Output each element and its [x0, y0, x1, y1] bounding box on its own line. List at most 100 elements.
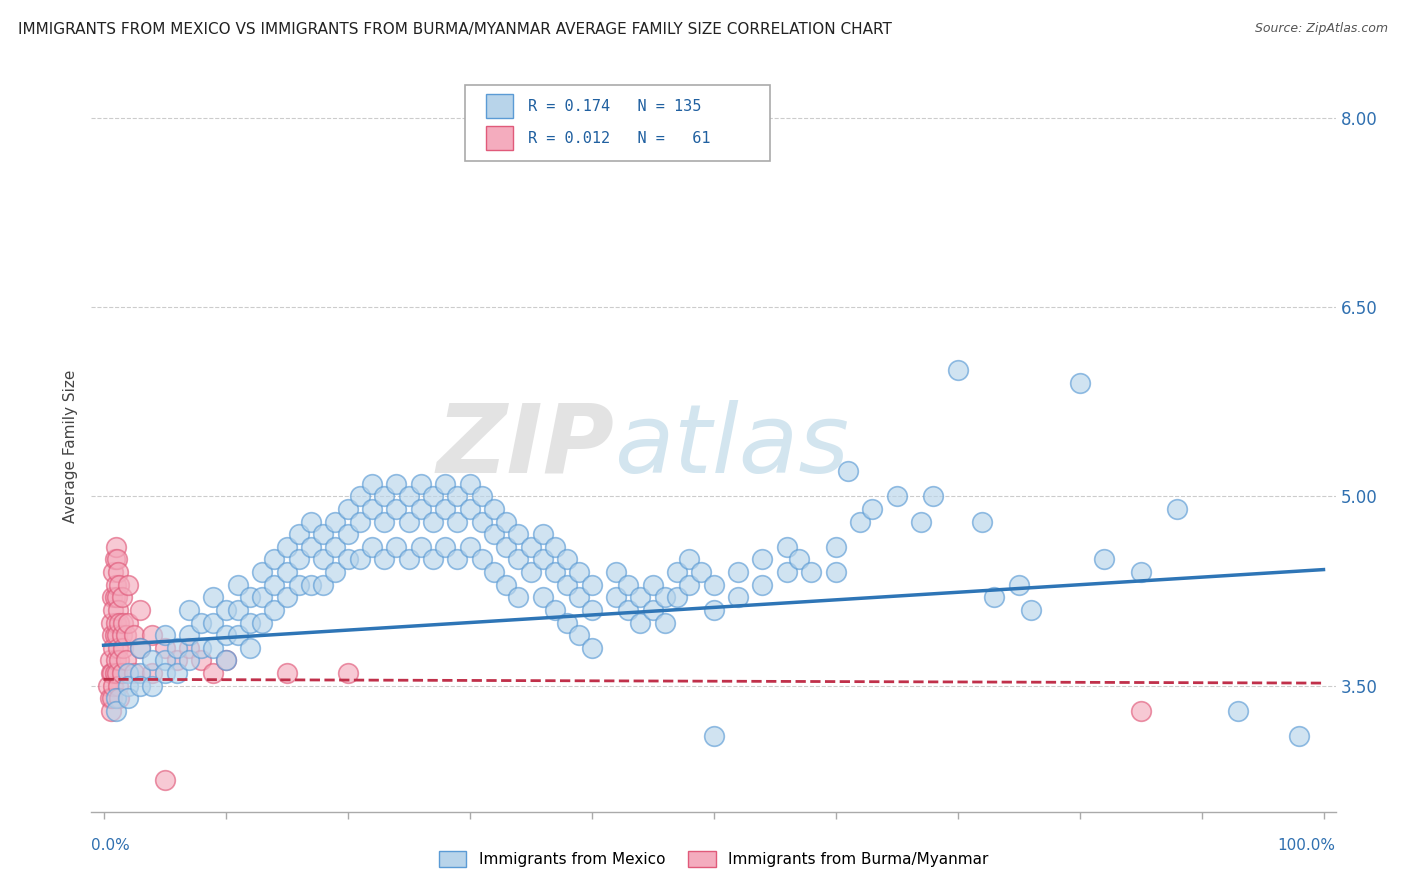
- Point: [1069, 376, 1091, 390]
- Point: [1092, 552, 1115, 566]
- Point: [101, 691, 124, 706]
- Point: [190, 615, 212, 630]
- Point: [1129, 565, 1152, 579]
- Point: [141, 665, 163, 680]
- Point: [105, 628, 128, 642]
- Point: [568, 565, 591, 579]
- Point: [641, 603, 664, 617]
- Point: [250, 615, 273, 630]
- Point: [112, 615, 135, 630]
- Point: [361, 540, 384, 554]
- Point: [103, 679, 125, 693]
- Point: [276, 565, 298, 579]
- Point: [276, 540, 298, 554]
- Point: [117, 679, 139, 693]
- Point: [568, 591, 591, 605]
- Point: [471, 515, 494, 529]
- Point: [129, 603, 152, 617]
- Point: [202, 640, 225, 655]
- Point: [508, 591, 530, 605]
- Point: [544, 603, 567, 617]
- Point: [654, 591, 676, 605]
- Point: [581, 603, 603, 617]
- Point: [910, 515, 932, 529]
- Point: [922, 490, 945, 504]
- Point: [581, 578, 603, 592]
- Point: [108, 691, 131, 706]
- Point: [434, 476, 457, 491]
- Point: [287, 578, 309, 592]
- Point: [946, 363, 969, 377]
- Point: [482, 565, 505, 579]
- Point: [177, 640, 200, 655]
- Point: [776, 540, 799, 554]
- Point: [214, 653, 236, 667]
- Point: [104, 578, 127, 592]
- Point: [129, 640, 152, 655]
- Point: [105, 591, 128, 605]
- Point: [103, 591, 125, 605]
- Point: [202, 591, 225, 605]
- Point: [153, 665, 176, 680]
- Point: [202, 615, 225, 630]
- Point: [544, 540, 567, 554]
- Point: [373, 552, 395, 566]
- Point: [495, 578, 517, 592]
- Point: [177, 603, 200, 617]
- Point: [98, 691, 121, 706]
- Point: [239, 615, 262, 630]
- Point: [299, 578, 322, 592]
- Point: [678, 578, 700, 592]
- Point: [101, 628, 124, 642]
- Point: [105, 552, 128, 566]
- Point: [482, 527, 505, 541]
- Point: [263, 603, 285, 617]
- Point: [555, 552, 578, 566]
- Point: [214, 603, 236, 617]
- Point: [398, 552, 420, 566]
- Point: [117, 615, 139, 630]
- Point: [361, 502, 384, 516]
- Point: [849, 515, 872, 529]
- Point: [166, 640, 188, 655]
- Point: [373, 490, 395, 504]
- Point: [276, 591, 298, 605]
- Point: [103, 552, 125, 566]
- Point: [122, 628, 145, 642]
- Point: [114, 628, 136, 642]
- Point: [111, 591, 134, 605]
- Point: [108, 653, 131, 667]
- Point: [1019, 603, 1042, 617]
- Point: [226, 628, 249, 642]
- Point: [239, 591, 262, 605]
- Point: [122, 665, 145, 680]
- Point: [690, 565, 713, 579]
- Point: [605, 591, 627, 605]
- Point: [107, 565, 129, 579]
- Point: [276, 665, 298, 680]
- Point: [107, 640, 129, 655]
- Point: [581, 640, 603, 655]
- Point: [111, 665, 134, 680]
- Point: [1007, 578, 1029, 592]
- Point: [678, 552, 700, 566]
- Point: [628, 591, 651, 605]
- Point: [508, 552, 530, 566]
- Point: [117, 691, 139, 706]
- Point: [970, 515, 993, 529]
- Point: [446, 490, 468, 504]
- Point: [336, 552, 359, 566]
- Point: [665, 565, 688, 579]
- Point: [482, 502, 505, 516]
- Point: [458, 540, 481, 554]
- Point: [398, 490, 420, 504]
- Point: [299, 515, 322, 529]
- Point: [422, 515, 444, 529]
- Point: [299, 540, 322, 554]
- Point: [409, 476, 432, 491]
- Point: [727, 591, 749, 605]
- Point: [824, 565, 846, 579]
- Point: [101, 591, 124, 605]
- Point: [177, 653, 200, 667]
- Point: [325, 565, 347, 579]
